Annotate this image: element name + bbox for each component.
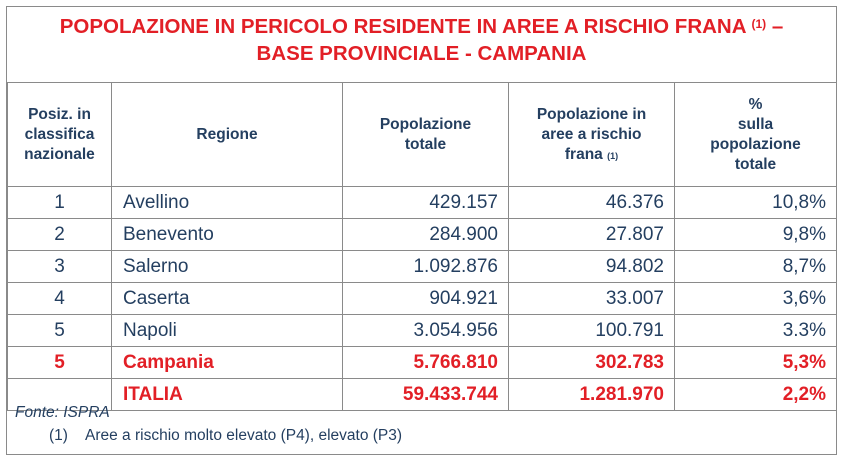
cell-population: 1.092.876 xyxy=(342,250,509,283)
cell-population: 5.766.810 xyxy=(342,346,509,379)
cell-position: 5 xyxy=(7,314,112,347)
cell-population-risk: 302.783 xyxy=(508,346,675,379)
source-note: Fonte: ISPRA xyxy=(15,404,110,421)
cell-position: 5 xyxy=(7,346,112,379)
cell-percent: 2,2% xyxy=(674,378,837,411)
cell-percent: 5,3% xyxy=(674,346,837,379)
cell-population: 904.921 xyxy=(342,282,509,315)
cell-region: Campania xyxy=(111,346,343,379)
cell-population-risk: 46.376 xyxy=(508,186,675,219)
cell-region: Napoli xyxy=(111,314,343,347)
header-footnote-ref: (1) xyxy=(607,150,619,161)
header-percent: % sulla popolazione totale xyxy=(674,82,837,187)
cell-percent: 3.3% xyxy=(674,314,837,347)
cell-region: ITALIA xyxy=(111,378,343,411)
table-row: 5 Napoli 3.054.956 100.791 3.3% xyxy=(7,314,837,347)
population-table: Posiz. in classifica nazionale Regione P… xyxy=(7,82,837,411)
cell-region: Salerno xyxy=(111,250,343,283)
cell-population-risk: 33.007 xyxy=(508,282,675,315)
cell-region: Benevento xyxy=(111,218,343,251)
cell-position: 2 xyxy=(7,218,112,251)
cell-position: 4 xyxy=(7,282,112,315)
header-population: Popolazione totale xyxy=(342,82,509,187)
title-line-1-text: POPOLAZIONE IN PERICOLO RESIDENTE IN ARE… xyxy=(59,15,746,38)
table-row: 3 Salerno 1.092.876 94.802 8,7% xyxy=(7,250,837,283)
cell-population-risk: 27.807 xyxy=(508,218,675,251)
title-dash: – xyxy=(766,15,784,38)
cell-population-risk: 1.281.970 xyxy=(508,378,675,411)
title-footnote-ref: (1) xyxy=(751,17,767,31)
cell-position: 1 xyxy=(7,186,112,219)
header-row: Posiz. in classifica nazionale Regione P… xyxy=(7,82,837,187)
cell-population: 429.157 xyxy=(342,186,509,219)
table-row: 1 Avellino 429.157 46.376 10,8% xyxy=(7,186,837,219)
table-row: 4 Caserta 904.921 33.007 3,6% xyxy=(7,282,837,315)
title-line-1: POPOLAZIONE IN PERICOLO RESIDENTE IN ARE… xyxy=(7,13,836,40)
cell-position: 3 xyxy=(7,250,112,283)
total-row-campania: 5 Campania 5.766.810 302.783 5,3% xyxy=(7,346,837,379)
cell-percent: 3,6% xyxy=(674,282,837,315)
header-region: Regione xyxy=(111,82,343,187)
total-row-italia: ITALIA 59.433.744 1.281.970 2,2% xyxy=(7,378,837,411)
cell-percent: 8,7% xyxy=(674,250,837,283)
header-position: Posiz. in classifica nazionale xyxy=(7,82,112,187)
cell-population: 3.054.956 xyxy=(342,314,509,347)
cell-position xyxy=(7,378,112,411)
table-frame: POPOLAZIONE IN PERICOLO RESIDENTE IN ARE… xyxy=(6,6,837,455)
footnote-text: Aree a rischio molto elevato (P4), eleva… xyxy=(85,427,403,444)
page-title: POPOLAZIONE IN PERICOLO RESIDENTE IN ARE… xyxy=(7,7,836,67)
cell-population-risk: 94.802 xyxy=(508,250,675,283)
header-population-risk: Popolazione in aree a rischio frana (1) xyxy=(508,82,675,187)
cell-population: 284.900 xyxy=(342,218,509,251)
cell-region: Caserta xyxy=(111,282,343,315)
table-row: 2 Benevento 284.900 27.807 9,8% xyxy=(7,218,837,251)
footnote-label: (1) xyxy=(49,427,68,444)
footnote: (1) Aree a rischio molto elevato (P4), el… xyxy=(7,423,836,446)
table-footer: Fonte: ISPRA (1) Aree a rischio molto ele… xyxy=(7,399,836,446)
title-line-2: BASE PROVINCIALE - CAMPANIA xyxy=(256,42,587,65)
cell-population: 59.433.744 xyxy=(342,378,509,411)
cell-percent: 10,8% xyxy=(674,186,837,219)
cell-percent: 9,8% xyxy=(674,218,837,251)
cell-population-risk: 100.791 xyxy=(508,314,675,347)
cell-region: Avellino xyxy=(111,186,343,219)
